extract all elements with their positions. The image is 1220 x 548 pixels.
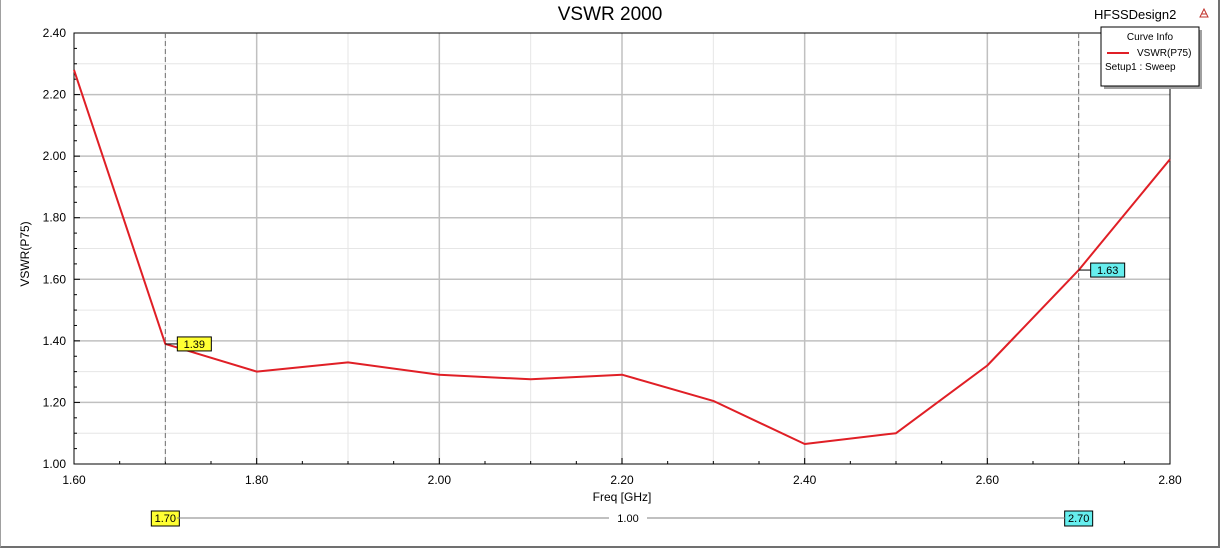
x-tick-label: 2.40 [793, 473, 817, 487]
legend-box[interactable]: Curve Info VSWR(P75) Setup1 : Sweep [1100, 26, 1202, 89]
x-axis-title: Freq [GHz] [593, 490, 652, 504]
series-layer [73, 69, 1171, 445]
y-tick-label: 2.40 [43, 26, 67, 40]
marker-y-value: 1.39 [184, 339, 205, 351]
marker-x-tag[interactable]: 2.70 [1064, 510, 1094, 527]
marker-x-value: 2.70 [1068, 513, 1089, 525]
marker-x-tag[interactable]: 1.70 [150, 510, 180, 527]
legend-curve-name: VSWR(P75) [1137, 48, 1191, 59]
y-tick-label: 1.00 [43, 457, 67, 471]
x-tick-label: 1.60 [62, 473, 86, 487]
axis-ticks: 1.60 1.80 2.00 2.20 2.40 2.60 2.80 1.00 1.20 1.40… [43, 26, 1182, 487]
x-tick-label: 2.80 [1158, 473, 1182, 487]
y-tick-label: 2.00 [43, 149, 67, 163]
marker-value-tag[interactable]: 1.63 [1090, 262, 1126, 278]
ansys-logo-icon [1199, 7, 1209, 18]
vswr-curve[interactable] [73, 69, 1171, 445]
x-tick-label: 1.80 [245, 473, 269, 487]
y-tick-label: 1.80 [43, 211, 67, 225]
grid [74, 33, 1170, 464]
design-name: HFSSDesign2 [1094, 7, 1176, 22]
legend-title: Curve Info [1127, 32, 1174, 43]
x-tick-label: 2.60 [976, 473, 1000, 487]
delta-label: 1.00 [617, 513, 638, 525]
x-tick-label: 2.00 [428, 473, 452, 487]
y-tick-label: 1.60 [43, 272, 67, 286]
y-tick-label: 1.20 [43, 395, 67, 409]
delta-bar: 1.00 [177, 511, 1065, 525]
y-tick-label: 2.20 [43, 88, 67, 102]
marker-y-value: 1.63 [1097, 265, 1118, 277]
marker-x-value: 1.70 [155, 513, 176, 525]
marker-value-tag[interactable]: 1.39 [176, 336, 212, 352]
chart-title: VSWR 2000 [558, 4, 663, 25]
x-tick-label: 2.20 [610, 473, 634, 487]
y-tick-label: 1.40 [43, 334, 67, 348]
legend-sweep: Setup1 : Sweep [1105, 62, 1176, 73]
y-axis-title: VSWR(P75) [18, 221, 32, 286]
